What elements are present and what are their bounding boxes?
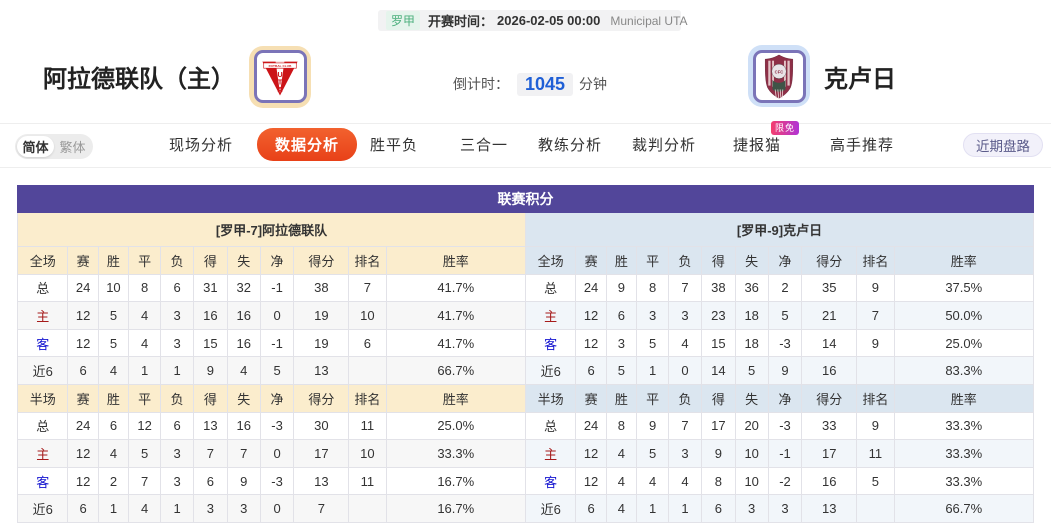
svg-text:U: U: [277, 72, 282, 79]
svg-text:CFC: CFC: [775, 69, 784, 74]
svg-text:T: T: [278, 79, 283, 86]
svg-text:FOTBAL CLUB: FOTBAL CLUB: [269, 63, 292, 67]
svg-text:A: A: [277, 86, 282, 93]
